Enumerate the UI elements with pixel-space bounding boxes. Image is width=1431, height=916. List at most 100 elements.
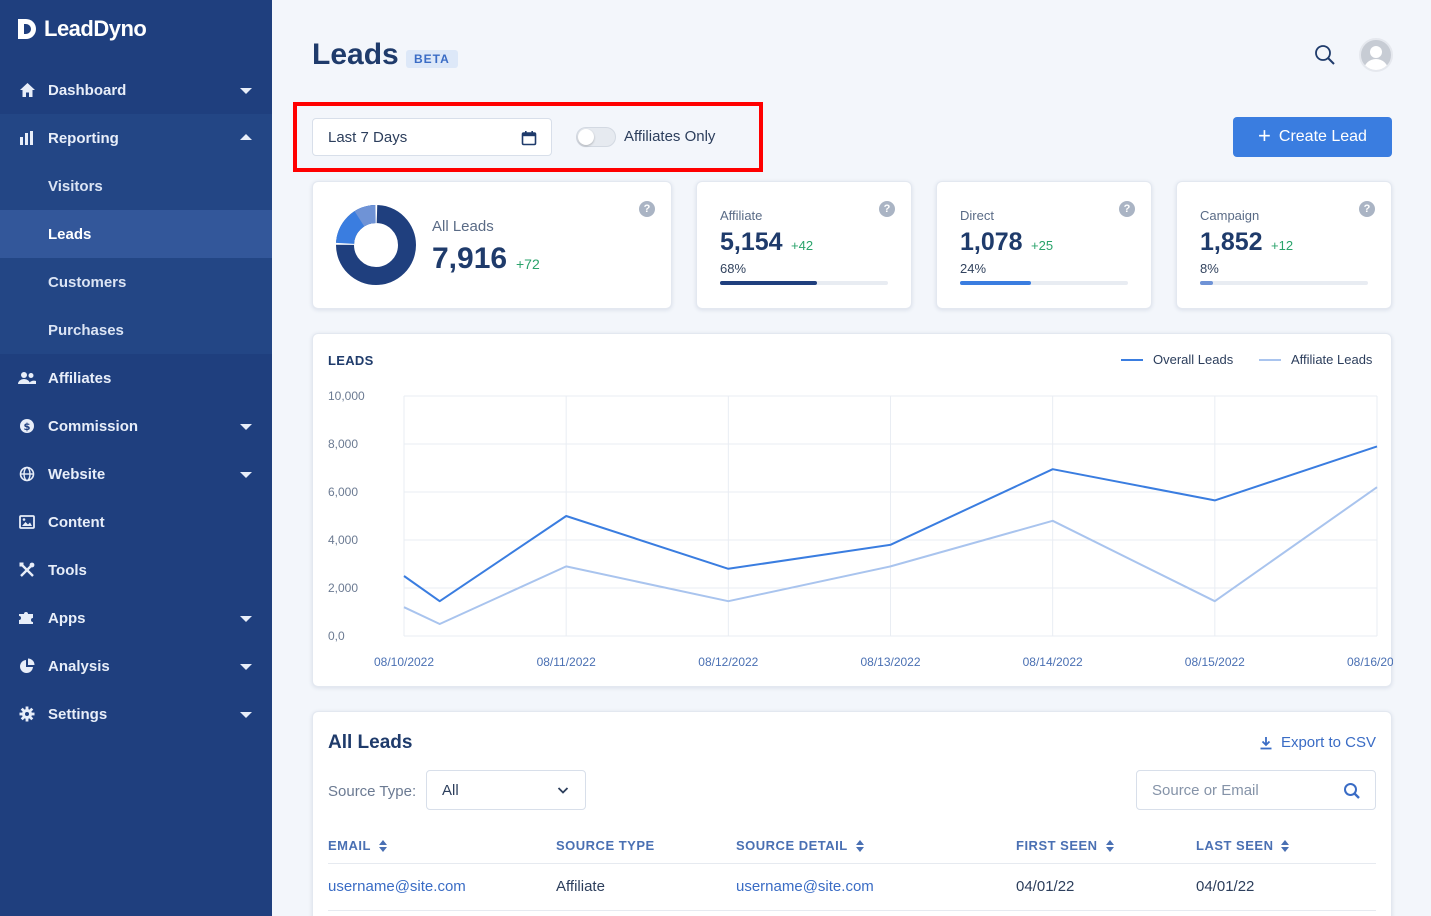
campaign-progress-fill <box>1200 281 1214 285</box>
campaign-value: 1,852 <box>1200 228 1263 256</box>
sidebar-item-analysis[interactable]: Analysis <box>0 642 272 690</box>
column-header-email[interactable]: EMAIL <box>328 838 387 853</box>
sidebar-item-apps[interactable]: Apps <box>0 594 272 642</box>
export-csv-link[interactable]: Export to CSV <box>1259 734 1376 751</box>
create-lead-button[interactable]: + Create Lead <box>1233 117 1392 157</box>
affiliates-only-toggle[interactable] <box>576 127 616 147</box>
sidebar-subitem-purchases[interactable]: Purchases <box>0 306 272 354</box>
leads-chart-card: LEADS Overall Leads Affiliate Leads 0,0 2… <box>312 333 1393 687</box>
sidebar-subitem-customers[interactable]: Customers <box>0 258 272 306</box>
x-tick-label: 08/15/2022 <box>1185 655 1245 669</box>
legend-affiliate[interactable]: Affiliate Leads <box>1259 352 1372 367</box>
pie-chart-icon <box>18 657 36 675</box>
cell-email[interactable]: username@site.com <box>328 878 466 895</box>
cell-source-detail[interactable]: username@site.com <box>736 878 874 895</box>
sidebar-item-commission[interactable]: $ Commission <box>0 402 272 450</box>
search-input[interactable]: Source or Email <box>1136 770 1376 810</box>
leads-line-chart: 0,0 2,000 4,000 6,000 8,000 10,000 08/10/2022 0… <box>328 389 1393 669</box>
puzzle-icon <box>18 609 36 627</box>
campaign-pct: 8% <box>1200 261 1219 276</box>
sidebar-item-affiliates[interactable]: Affiliates <box>0 354 272 402</box>
chevron-down-icon <box>240 616 252 622</box>
date-range-value: Last 7 Days <box>328 128 408 146</box>
plus-icon: + <box>1258 123 1271 148</box>
beta-badge: BETA <box>406 50 458 68</box>
sort-icon <box>378 839 387 852</box>
table-divider <box>328 910 1376 911</box>
direct-pct: 24% <box>960 261 987 276</box>
sidebar-item-label: Tools <box>48 561 87 579</box>
all-leads-donut <box>336 205 416 285</box>
campaign-progress <box>1200 281 1368 285</box>
source-type-label: Source Type: <box>328 783 417 800</box>
help-icon[interactable]: ? <box>639 201 655 217</box>
source-type-select[interactable]: All <box>426 770 586 810</box>
sidebar-item-label: Apps <box>48 609 86 627</box>
sort-icon <box>1281 839 1290 852</box>
campaign-label: Campaign <box>1200 208 1260 223</box>
sidebar-item-label: Website <box>48 465 106 483</box>
legend-label-affiliate: Affiliate Leads <box>1291 352 1373 367</box>
globe-icon <box>18 465 36 483</box>
table-divider <box>328 863 1376 864</box>
affiliate-label: Affiliate <box>720 208 763 223</box>
sidebar-item-reporting[interactable]: Reporting <box>0 114 272 162</box>
gear-icon <box>18 705 36 723</box>
x-tick-label: 08/13/2022 <box>860 655 920 669</box>
chevron-down-icon <box>240 712 252 718</box>
sort-icon <box>1105 839 1114 852</box>
sidebar-item-dashboard[interactable]: Dashboard <box>0 66 272 114</box>
calendar-icon <box>521 131 537 146</box>
chevron-down-icon <box>240 88 252 94</box>
direct-card: Direct 1,078 +25 24% ? <box>936 181 1152 309</box>
sidebar-item-tools[interactable]: Tools <box>0 546 272 594</box>
x-tick-label: 08/14/2022 <box>1023 655 1083 669</box>
create-lead-label: Create Lead <box>1278 128 1367 145</box>
direct-progress <box>960 281 1128 285</box>
toggle-knob <box>578 129 594 145</box>
y-tick-label: 0,0 <box>328 629 345 643</box>
column-header-source-detail[interactable]: SOURCE DETAIL <box>736 838 864 853</box>
x-tick-label: 08/12/2022 <box>698 655 758 669</box>
date-range-picker[interactable]: Last 7 Days <box>312 118 552 156</box>
logo-mark-icon <box>18 19 36 39</box>
direct-label: Direct <box>960 208 994 223</box>
column-header-last-seen[interactable]: LAST SEEN <box>1196 838 1290 853</box>
filter-highlight-box <box>293 102 763 172</box>
direct-progress-fill <box>960 281 1031 285</box>
affiliate-value: 5,154 <box>720 228 783 256</box>
y-tick-label: 8,000 <box>328 437 358 451</box>
sidebar-item-content[interactable]: Content <box>0 498 272 546</box>
help-icon[interactable]: ? <box>1359 201 1375 217</box>
y-tick-label: 10,000 <box>328 389 365 403</box>
sidebar-item-website[interactable]: Website <box>0 450 272 498</box>
sidebar-item-label: Dashboard <box>48 81 127 99</box>
column-header-first-seen[interactable]: FIRST SEEN <box>1016 838 1114 853</box>
export-csv-label: Export to CSV <box>1280 734 1376 751</box>
sidebar-item-settings[interactable]: Settings <box>0 690 272 738</box>
y-tick-label: 2,000 <box>328 581 358 595</box>
help-icon[interactable]: ? <box>1119 201 1135 217</box>
sidebar-item-label: Analysis <box>48 657 110 675</box>
x-tick-label: 08/11/2022 <box>537 655 596 669</box>
sidebar-item-label: Content <box>48 513 105 531</box>
search-icon[interactable] <box>1343 782 1361 800</box>
bar-chart-icon <box>18 129 36 147</box>
chevron-up-icon <box>240 134 252 140</box>
direct-value: 1,078 <box>960 228 1023 256</box>
sidebar-subitem-leads[interactable]: Leads <box>0 210 272 258</box>
sidebar-subitem-visitors[interactable]: Visitors <box>0 162 272 210</box>
sidebar-item-label: Reporting <box>48 129 119 147</box>
column-label: FIRST SEEN <box>1016 838 1098 853</box>
chevron-down-icon <box>240 424 252 430</box>
search-icon[interactable] <box>1314 44 1336 66</box>
tools-icon <box>18 561 36 579</box>
page-title: Leads <box>312 38 399 71</box>
legend-overall[interactable]: Overall Leads <box>1121 352 1233 367</box>
chart-title: LEADS <box>328 353 374 368</box>
avatar[interactable] <box>1359 38 1393 72</box>
brand-name: LeadDyno <box>44 16 147 41</box>
help-icon[interactable]: ? <box>879 201 895 217</box>
users-icon <box>18 369 36 387</box>
logo[interactable]: LeadDyno <box>16 16 147 42</box>
